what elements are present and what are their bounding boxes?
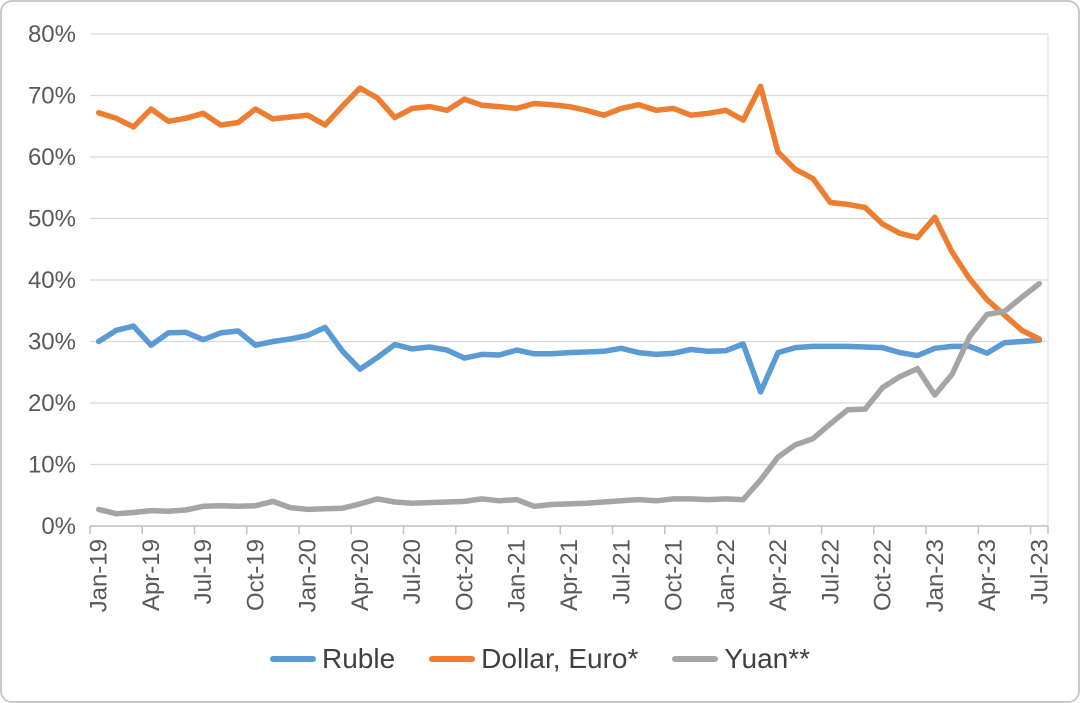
legend-item-ruble: Ruble <box>270 643 395 675</box>
x-axis-tick-label: Jan-21 <box>504 539 531 612</box>
y-axis-tick-label: 70% <box>28 83 76 110</box>
legend-label-dollar-euro: Dollar, Euro* <box>481 643 639 674</box>
y-axis-tick-label: 10% <box>28 452 76 479</box>
x-axis-tick-label: Oct-21 <box>661 539 688 611</box>
series-line-yuan <box>95 280 1043 517</box>
y-axis-tick-label: 60% <box>28 144 76 171</box>
legend-item-yuan: Yuan** <box>672 643 810 675</box>
x-axis-tick-label: Apr-22 <box>765 539 792 611</box>
x-axis-tick-label: Jul-21 <box>608 539 635 604</box>
x-axis-tick-label: Jul-20 <box>399 539 426 604</box>
y-axis-tick-label: 20% <box>28 390 76 417</box>
x-axis-tick-label: Jan-23 <box>922 539 949 612</box>
y-axis-tick-label: 0% <box>41 513 76 540</box>
chart-legend: Ruble Dollar, Euro* Yuan** <box>2 643 1078 675</box>
x-axis-tick-label: Jan-20 <box>295 539 322 612</box>
x-axis-tick-label: Apr-21 <box>556 539 583 611</box>
x-axis-tick-label: Jan-22 <box>713 539 740 612</box>
x-axis-tick-label: Oct-22 <box>870 539 897 611</box>
legend-label-ruble: Ruble <box>322 643 396 674</box>
x-axis-tick-label: Jul-19 <box>190 539 217 604</box>
legend-swatch-ruble <box>270 656 316 662</box>
legend-swatch-dollar-euro <box>429 656 476 662</box>
x-axis-tick-label: Jul-22 <box>817 539 844 604</box>
x-axis-tick-label: Oct-20 <box>452 539 479 611</box>
legend-item-dollar-euro: Dollar, Euro* <box>429 643 638 675</box>
x-axis-tick-label: Oct-19 <box>243 539 270 611</box>
series-line-dollar-euro <box>95 83 1043 342</box>
legend-swatch-yuan <box>672 656 719 662</box>
x-axis-tick-label: Apr-23 <box>974 539 1001 611</box>
y-axis-tick-label: 40% <box>28 267 76 294</box>
line-chart: 80% 70% 60% 50% 40% 30% 20% 10% 0% Jan-19 Apr-19 Ju… <box>28 21 1053 612</box>
y-axis-tick-label: 30% <box>28 329 76 356</box>
x-axis-tick-label: Jan-19 <box>86 539 113 612</box>
x-axis-tick-label: Apr-20 <box>347 539 374 611</box>
x-axis-tick-label: Apr-19 <box>138 539 165 611</box>
series-line-ruble <box>95 323 1043 395</box>
y-axis-tick-label: 50% <box>28 206 76 233</box>
x-axis-tick-label: Jul-23 <box>1026 539 1053 604</box>
legend-label-yuan: Yuan** <box>724 643 810 674</box>
y-axis-tick-label: 80% <box>28 21 76 48</box>
